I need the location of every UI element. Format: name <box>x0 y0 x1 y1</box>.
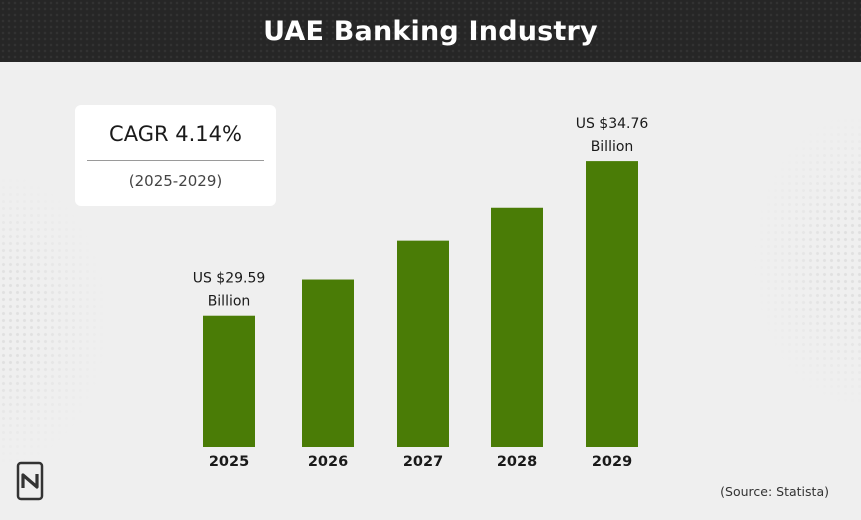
data-label-2029-line-2: Billion <box>591 139 634 155</box>
x-tick-label-2029: 2029 <box>592 454 632 470</box>
bar-2027 <box>397 240 449 447</box>
decorative-dots-left <box>0 170 110 470</box>
data-label-2029-line-1: US $34.76 <box>576 116 649 132</box>
bar-2029 <box>586 161 638 448</box>
data-label-2025-line-1: US $29.59 <box>193 271 266 287</box>
header-bar: UAE Banking Industry <box>0 0 861 62</box>
source-note: (Source: Statista) <box>720 484 829 499</box>
x-tick-label-2026: 2026 <box>308 454 348 470</box>
bar-2028 <box>491 207 543 447</box>
bar-2025 <box>203 315 255 447</box>
bar-2026 <box>302 279 354 447</box>
data-label-2025-line-2: Billion <box>208 294 251 310</box>
cagr-value: CAGR 4.14% <box>109 122 242 146</box>
cagr-divider <box>87 160 264 161</box>
decorative-dots-right <box>751 110 861 410</box>
x-tick-label-2028: 2028 <box>497 454 537 470</box>
brand-logo-icon <box>16 461 44 501</box>
page-title: UAE Banking Industry <box>263 15 598 47</box>
x-tick-label-2027: 2027 <box>403 454 443 470</box>
x-tick-label-2025: 2025 <box>209 454 249 470</box>
cagr-period: (2025-2029) <box>128 172 223 190</box>
cagr-card: CAGR 4.14% (2025-2029) <box>75 105 276 206</box>
